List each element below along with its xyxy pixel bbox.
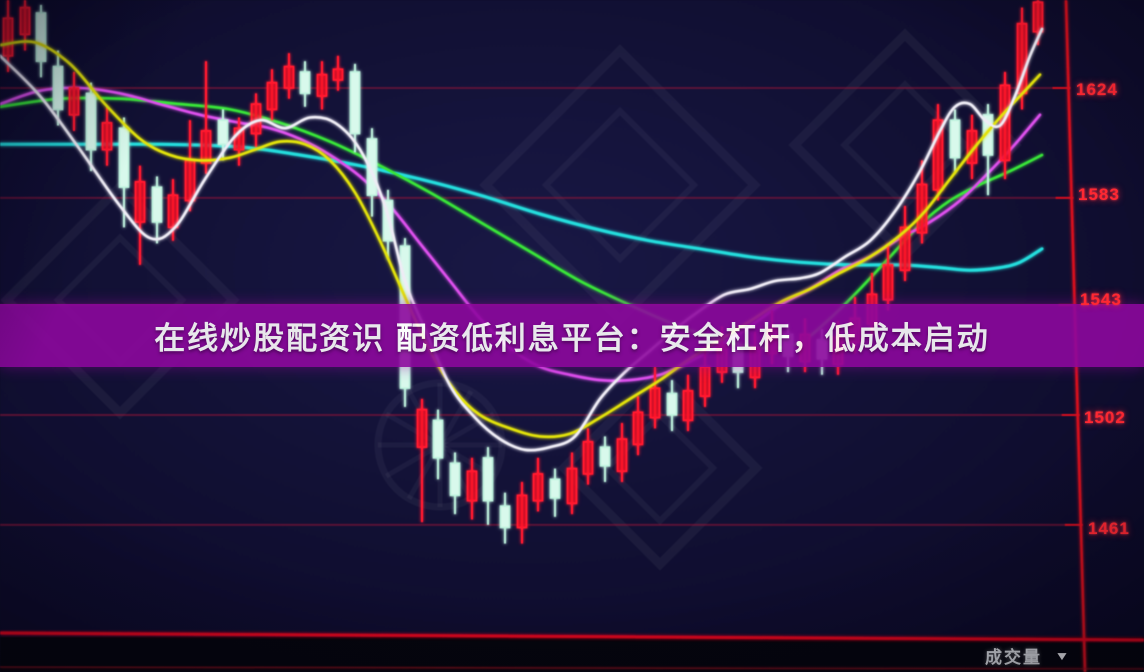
volume-label: 成交量 xyxy=(985,648,1042,667)
candle-body xyxy=(649,387,661,419)
candle-body xyxy=(516,494,528,529)
candle-body xyxy=(916,183,928,234)
candle-body xyxy=(566,467,578,505)
candle-body xyxy=(299,71,311,95)
candle-body xyxy=(582,440,594,475)
candle-body xyxy=(283,65,295,89)
price-label-1583: 1583 xyxy=(1078,185,1120,204)
candle-body xyxy=(85,92,97,151)
candle-body xyxy=(599,446,611,467)
candle-body xyxy=(2,17,14,57)
candle-body xyxy=(532,473,544,502)
volume-panel-header: 成交量 ▼ xyxy=(985,643,1070,668)
candle-body xyxy=(35,12,47,63)
candle-body xyxy=(499,505,511,529)
candle-body xyxy=(666,392,678,416)
price-label-1624: 1624 xyxy=(1076,80,1118,99)
candle-body xyxy=(882,264,894,301)
candle-body xyxy=(266,81,278,111)
candle-body xyxy=(416,408,428,448)
price-label-1502: 1502 xyxy=(1084,408,1126,427)
candle-body xyxy=(682,390,694,422)
candle-body xyxy=(949,119,961,159)
price-label-1461: 1461 xyxy=(1088,519,1130,538)
candle-body xyxy=(482,457,494,502)
candle-body xyxy=(52,65,64,111)
candle-body xyxy=(449,462,461,497)
candle-body xyxy=(19,6,31,36)
candle-body xyxy=(200,130,212,164)
promo-banner: 在线炒股配资识 配资低利息平台：安全杠杆，低成本启动 xyxy=(0,304,1144,367)
candle-body xyxy=(632,411,644,446)
candle-body xyxy=(217,119,229,146)
candle-body xyxy=(184,159,196,202)
candle-body xyxy=(151,186,163,223)
candle-body xyxy=(250,103,262,135)
candle-body xyxy=(101,122,113,151)
candle-body xyxy=(432,419,444,459)
candle-body xyxy=(1032,1,1044,33)
candle-body xyxy=(332,68,344,81)
dropdown-arrow-icon[interactable]: ▼ xyxy=(1054,648,1070,663)
candle-body xyxy=(616,438,628,473)
candle-body xyxy=(68,87,80,116)
candle-body xyxy=(118,127,130,188)
candle-body xyxy=(349,71,361,135)
candle-body xyxy=(167,194,179,229)
price-label-1543: 1543 xyxy=(1080,290,1122,309)
candle-body xyxy=(134,181,146,223)
candle-body xyxy=(316,73,328,97)
promo-banner-text: 在线炒股配资识 配资低利息平台：安全杠杆，低成本启动 xyxy=(154,321,990,356)
candle-body xyxy=(549,478,561,499)
candle-body xyxy=(466,470,478,502)
candle-body xyxy=(699,365,711,398)
